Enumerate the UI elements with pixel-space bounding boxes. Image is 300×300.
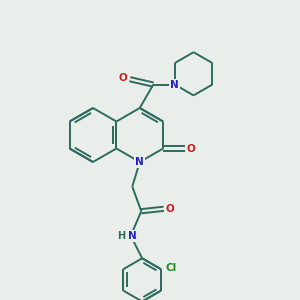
Text: N: N — [170, 80, 179, 90]
Text: O: O — [119, 73, 128, 83]
Text: O: O — [166, 204, 175, 214]
Text: N: N — [128, 231, 136, 241]
Text: Cl: Cl — [166, 262, 177, 273]
Text: H: H — [117, 231, 125, 241]
Text: N: N — [135, 157, 144, 167]
Text: O: O — [187, 143, 196, 154]
